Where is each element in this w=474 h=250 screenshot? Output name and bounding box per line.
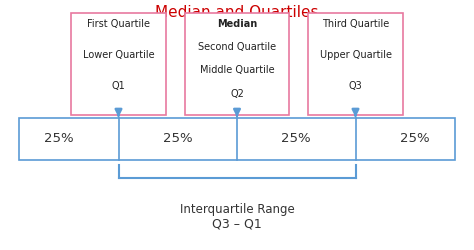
Text: Q1: Q1 xyxy=(111,81,126,91)
Text: Q3: Q3 xyxy=(348,81,363,91)
Text: Median: Median xyxy=(217,19,257,29)
Text: Lower Quartile: Lower Quartile xyxy=(82,50,155,60)
Text: Third Quartile: Third Quartile xyxy=(322,19,389,29)
Text: Q3 – Q1: Q3 – Q1 xyxy=(212,218,262,230)
Bar xyxy=(71,12,166,115)
Text: 25%: 25% xyxy=(400,132,429,145)
Text: 25%: 25% xyxy=(45,132,74,145)
Text: Interquartile Range: Interquartile Range xyxy=(180,202,294,215)
Text: 25%: 25% xyxy=(163,132,192,145)
Bar xyxy=(308,12,403,115)
Text: Median and Quartiles: Median and Quartiles xyxy=(155,5,319,20)
Text: First Quartile: First Quartile xyxy=(87,19,150,29)
Text: 25%: 25% xyxy=(282,132,311,145)
Bar xyxy=(185,12,289,115)
Bar xyxy=(19,118,455,160)
Text: Second Quartile: Second Quartile xyxy=(198,42,276,52)
Text: Q2: Q2 xyxy=(230,88,244,99)
Text: Middle Quartile: Middle Quartile xyxy=(200,65,274,75)
Text: Upper Quartile: Upper Quartile xyxy=(319,50,392,60)
